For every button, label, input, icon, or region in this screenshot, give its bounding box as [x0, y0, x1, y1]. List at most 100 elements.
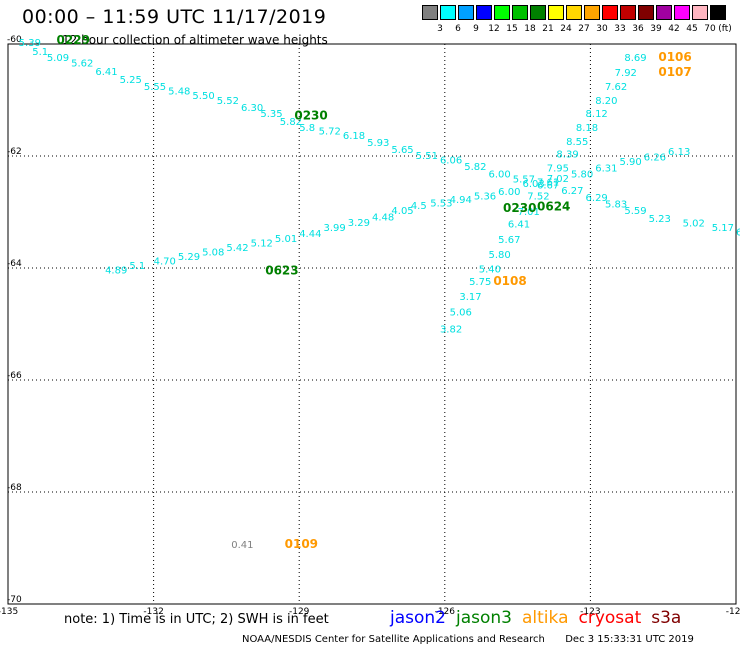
swh-value: 5.67: [498, 235, 520, 246]
swh-value: 6.13: [668, 147, 690, 158]
wave-height-observations: 5.395.15.095.626.415.255.55 5.48 5.50 5.526…: [19, 38, 740, 551]
swh-value: 7.02: [547, 174, 569, 185]
swh-value: 4.70: [154, 257, 176, 268]
map-axis-labels: -135 -132 -129 -126 -123 -120 -60 -62 -64 -66 -68 -…: [0, 35, 740, 617]
satellite-cryosat: cryosat: [578, 608, 642, 628]
legend-label: 39: [650, 24, 662, 34]
legend-label: 9: [473, 24, 479, 34]
swh-value: 5.82: [464, 162, 486, 173]
legend-label: 45: [686, 24, 698, 34]
pass-time-label: 0109: [285, 537, 318, 551]
swh-value: 5.82: [280, 117, 302, 128]
legend-label: 70: [704, 24, 716, 34]
legend-label: 18: [524, 24, 536, 34]
swh-value: 5.80: [488, 250, 510, 261]
swh-value: 5.42: [226, 243, 248, 254]
legend-label: 36: [632, 24, 644, 34]
swh-value: 8.55: [566, 137, 588, 148]
map-frame: [7, 43, 737, 605]
legend-label: 6: [455, 24, 461, 34]
legend-label: 3: [437, 24, 443, 34]
legend-swatch: [638, 5, 654, 20]
latitude-tick-label: -64: [7, 259, 22, 269]
swh-value: 7.01: [518, 207, 540, 218]
swh-value: 5.02: [683, 219, 705, 230]
swh-value: 5.51: [416, 151, 438, 162]
longitude-tick-label: -129: [289, 607, 310, 617]
longitude-tick-label: -135: [0, 607, 18, 617]
swh-value: 5.25: [120, 75, 142, 86]
swh-value: 8.69: [624, 53, 646, 64]
swh-value: 3.29: [348, 218, 370, 229]
legend-swatch: [530, 5, 546, 20]
longitude-tick-label: -123: [580, 607, 600, 617]
swh-value: 5.65: [391, 145, 413, 156]
swh-value: 5.36: [474, 192, 496, 203]
swh-value: 7.61: [537, 178, 559, 189]
pass-time-label: 0108: [493, 274, 526, 288]
swh-value: 5.72: [319, 127, 341, 138]
legend-label: 27: [578, 24, 590, 34]
color-legend: 3 6 9 12 15 18 21 24 27 30 33 36 39 42 45 70 (ft): [422, 5, 732, 35]
swh-value: 5.57: [513, 174, 535, 185]
swh-value: 4.44: [299, 229, 321, 240]
swh-value: 6.24: [736, 228, 740, 239]
swh-value: 5.50: [192, 91, 214, 102]
swh-value: 5.1: [32, 47, 48, 58]
swh-value: 5.17: [712, 223, 734, 234]
swh-value: 6.00: [488, 169, 510, 180]
satellite-jason2: jason2: [390, 608, 446, 628]
legend-swatch: [602, 5, 618, 20]
legend-label: 33: [614, 24, 626, 34]
satellite-jason3: jason3: [456, 608, 512, 628]
legend-swatch: [458, 5, 474, 20]
page-title: 00:00 – 11:59 UTC 11/17/2019: [22, 6, 327, 28]
legend-swatch: [656, 5, 672, 20]
legend-swatch: [494, 5, 510, 20]
swh-value: 6.31: [595, 164, 617, 175]
swh-value: 5.52: [217, 96, 239, 107]
credit-text: NOAA/NESDIS Center for Satellite Applica…: [242, 634, 545, 645]
swh-value: 5.62: [71, 58, 93, 69]
swh-value: 6.29: [586, 193, 608, 204]
satellite-s3a: s3a: [651, 608, 682, 628]
legend-label: 30: [596, 24, 608, 34]
swh-value: 7.52: [527, 192, 549, 203]
swh-value: 5.93: [367, 138, 389, 149]
legend-swatch: [566, 5, 582, 20]
swh-value: 4.05: [391, 206, 413, 217]
swh-value: 5.39: [19, 38, 41, 49]
longitude-tick-label: -132: [143, 607, 163, 617]
swh-value: 8.18: [576, 123, 598, 134]
swh-value: 5.35: [260, 109, 282, 120]
legend-label: 15: [506, 24, 518, 34]
swh-value: 6.26: [644, 152, 666, 163]
swh-value: 5.40: [479, 264, 501, 275]
swh-value: 5.23: [649, 214, 671, 225]
swh-value: 3.82: [440, 324, 462, 335]
swh-value: 3.99: [323, 223, 345, 234]
swh-value: 0.41: [231, 540, 253, 551]
swh-value: 4.5: [411, 201, 427, 212]
legend-label: 24: [560, 24, 572, 34]
longitude-tick-label: -120: [726, 607, 740, 617]
swh-value: 5.80: [571, 169, 593, 180]
swh-value: 5.29: [178, 252, 200, 263]
satellite-legend: jason2 jason3 altika cryosat s3a: [390, 608, 691, 628]
swh-value: 8.20: [595, 96, 617, 107]
swh-value: 6.67: [537, 180, 559, 191]
legend-label: 21: [542, 24, 554, 34]
legend-label: 42: [668, 24, 680, 34]
swh-value: 7.62: [605, 82, 627, 93]
latitude-tick-label: -62: [7, 147, 22, 157]
swh-value: 4.89: [105, 266, 127, 277]
swh-value: 5.12: [251, 239, 273, 250]
legend-swatch: [710, 5, 726, 20]
swh-value: 5.53: [430, 198, 452, 209]
legend-swatch: [620, 5, 636, 20]
swh-value: 5.83: [605, 200, 627, 211]
swh-value: 5.08: [202, 248, 224, 259]
pass-time-label: 0230: [503, 201, 536, 215]
